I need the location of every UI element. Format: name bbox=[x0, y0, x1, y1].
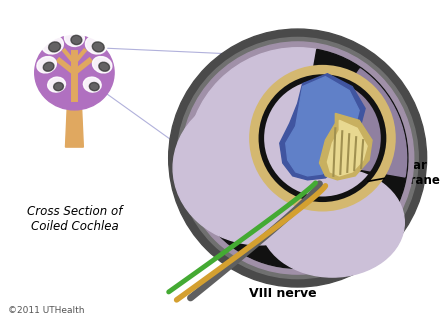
Text: Scala
tympani: Scala tympani bbox=[307, 205, 368, 233]
Ellipse shape bbox=[54, 82, 64, 91]
Ellipse shape bbox=[92, 57, 112, 73]
Ellipse shape bbox=[260, 168, 404, 277]
Ellipse shape bbox=[49, 42, 60, 52]
Ellipse shape bbox=[173, 91, 347, 245]
Ellipse shape bbox=[43, 62, 54, 71]
Text: ©2011 UTHealth: ©2011 UTHealth bbox=[8, 306, 84, 315]
Circle shape bbox=[181, 42, 414, 274]
Ellipse shape bbox=[37, 57, 56, 73]
Circle shape bbox=[177, 37, 418, 279]
Ellipse shape bbox=[86, 36, 107, 54]
Polygon shape bbox=[280, 74, 365, 180]
Ellipse shape bbox=[92, 42, 104, 52]
Circle shape bbox=[187, 48, 408, 268]
Polygon shape bbox=[327, 120, 367, 176]
Polygon shape bbox=[65, 102, 83, 147]
Ellipse shape bbox=[47, 77, 65, 92]
Ellipse shape bbox=[71, 35, 82, 45]
Text: VIII nerve: VIII nerve bbox=[249, 288, 317, 300]
Ellipse shape bbox=[65, 30, 84, 46]
Wedge shape bbox=[188, 49, 408, 268]
Text: Scala
vestibuli: Scala vestibuli bbox=[206, 134, 271, 162]
Ellipse shape bbox=[83, 77, 101, 92]
Ellipse shape bbox=[35, 35, 114, 110]
Polygon shape bbox=[319, 113, 372, 180]
Wedge shape bbox=[297, 69, 407, 177]
Ellipse shape bbox=[89, 82, 99, 91]
Ellipse shape bbox=[42, 36, 63, 54]
Circle shape bbox=[168, 29, 426, 287]
Polygon shape bbox=[286, 77, 359, 176]
Ellipse shape bbox=[99, 62, 109, 71]
Text: Basilar
membrane: Basilar membrane bbox=[369, 159, 440, 187]
Text: Cross Section of
Coiled Cochlea: Cross Section of Coiled Cochlea bbox=[27, 205, 122, 233]
